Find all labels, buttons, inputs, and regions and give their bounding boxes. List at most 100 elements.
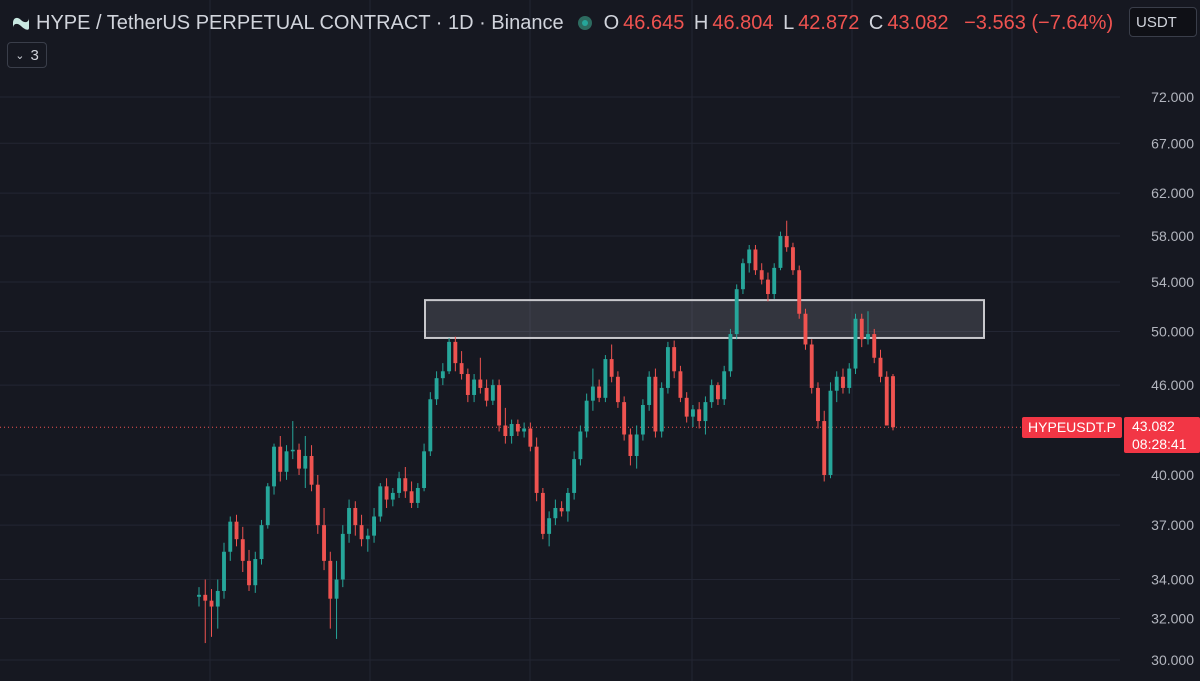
- candle-up: [284, 445, 289, 480]
- candle-down: [384, 478, 389, 508]
- candle-down: [515, 419, 520, 437]
- candle-body: [534, 446, 539, 493]
- candle-body: [340, 533, 345, 580]
- candle-body: [791, 247, 795, 271]
- currency-selector[interactable]: USDT: [1129, 7, 1197, 37]
- indicators-collapse-button[interactable]: ⌄ 3: [7, 42, 47, 68]
- price-tick-label: 37.000: [1151, 517, 1194, 533]
- candle-body: [822, 421, 827, 475]
- candle-up: [772, 263, 777, 299]
- candle-body: [459, 363, 464, 375]
- candle-body: [240, 539, 245, 561]
- candle-up: [334, 560, 339, 639]
- price-tick-label: 32.000: [1151, 610, 1194, 626]
- candle-body: [647, 376, 652, 405]
- resistance-zone: [424, 299, 985, 339]
- candle-down: [203, 579, 208, 644]
- candle-body: [228, 521, 233, 552]
- candle-up: [472, 374, 477, 403]
- candle-up: [197, 587, 201, 607]
- candle-up: [347, 499, 351, 543]
- candle-body: [484, 387, 489, 401]
- candle-body: [297, 449, 301, 469]
- candle-down: [816, 382, 820, 429]
- low-value: 42.872: [798, 11, 860, 34]
- candle-body: [440, 371, 445, 379]
- candle-body: [203, 594, 208, 601]
- open-label: O: [603, 11, 620, 34]
- candle-body: [659, 387, 664, 432]
- candle-body: [515, 424, 520, 432]
- candle-body: [690, 409, 695, 417]
- candle-body: [866, 334, 870, 340]
- candle-body: [328, 560, 333, 599]
- candle-body: [234, 521, 239, 540]
- candle-body: [722, 371, 727, 400]
- candle-up: [565, 487, 570, 522]
- candle-body: [322, 525, 326, 561]
- symbol-title[interactable]: HYPE / TetherUS PERPETUAL CONTRACT · 1D …: [36, 11, 564, 34]
- hype-logo-icon: [13, 17, 29, 30]
- candle-body: [747, 249, 752, 264]
- candle-up: [447, 337, 452, 375]
- candle-down: [597, 379, 602, 403]
- high-label: H: [693, 11, 709, 34]
- candle-up: [640, 399, 645, 441]
- candle-down: [328, 551, 333, 629]
- candle-up: [584, 393, 589, 438]
- candle-down: [872, 328, 877, 364]
- candle-body: [547, 518, 552, 534]
- candle-body: [891, 376, 895, 428]
- candle-up: [690, 404, 695, 427]
- candle-body: [222, 551, 226, 591]
- candle-down: [803, 308, 808, 350]
- candle-up: [253, 551, 258, 593]
- candle-down: [822, 410, 827, 482]
- candle-up: [228, 516, 233, 561]
- candle-body: [478, 379, 483, 388]
- market-status-icon: [577, 16, 592, 30]
- candle-body: [847, 368, 852, 388]
- candle-body: [741, 263, 745, 290]
- candle-body: [403, 478, 408, 492]
- candle-body: [803, 313, 808, 345]
- change-value: −3.563 (−7.64%): [964, 11, 1114, 34]
- candle-body: [753, 249, 758, 271]
- candle-up: [490, 379, 495, 405]
- candle-body: [372, 516, 377, 536]
- candle-body: [884, 376, 889, 426]
- candle-body: [784, 236, 789, 248]
- candle-body: [565, 492, 570, 512]
- candle-body: [315, 484, 320, 526]
- candle-up: [522, 422, 527, 438]
- candle-body: [678, 371, 683, 398]
- candle-down: [534, 437, 539, 502]
- candle-down: [715, 382, 720, 405]
- candle-body: [453, 341, 458, 364]
- candle-body: [409, 491, 414, 503]
- candle-up: [290, 421, 295, 460]
- candle-down: [453, 336, 458, 372]
- candle-body: [472, 379, 477, 395]
- candle-body: [422, 451, 427, 488]
- candle-body: [597, 386, 602, 398]
- candle-body: [447, 341, 452, 372]
- candle-body: [415, 487, 420, 503]
- candle-down: [309, 445, 314, 492]
- candle-up: [222, 542, 226, 599]
- candle-body: [628, 434, 633, 456]
- candle-body: [622, 402, 627, 435]
- candle-up: [340, 525, 345, 588]
- candle-body: [428, 399, 433, 452]
- candle-down: [753, 244, 758, 275]
- candle-down: [653, 368, 658, 438]
- candle-body: [684, 397, 689, 417]
- candle-down: [465, 368, 470, 403]
- candle-body: [434, 378, 439, 400]
- candle-up: [303, 436, 308, 488]
- price-tick-label: 40.000: [1151, 467, 1194, 483]
- close-label: C: [868, 11, 884, 34]
- candle-down: [209, 589, 214, 637]
- candle-up: [634, 425, 639, 469]
